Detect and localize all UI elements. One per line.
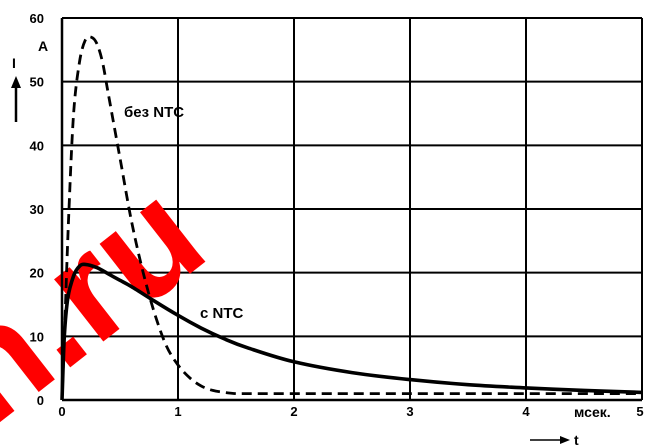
y-tick-label: 10 xyxy=(30,329,44,344)
y-axis-arrow-label: I xyxy=(12,55,16,71)
y-axis-arrow-icon xyxy=(11,76,21,122)
x-tick-label: 2 xyxy=(290,404,297,419)
y-axis-label: A xyxy=(38,38,48,54)
y-tick-label: 40 xyxy=(30,138,44,153)
x-axis-arrow-icon xyxy=(530,436,570,444)
series-label-s-ntc: с NTC xyxy=(200,305,244,322)
x-axis-arrow-label: t xyxy=(574,432,579,448)
x-tick-label: 1 xyxy=(174,404,181,419)
x-tick-label: 3 xyxy=(406,404,413,419)
y-tick-label: 50 xyxy=(30,75,44,90)
x-axis-label: мсек. xyxy=(574,404,611,420)
y-tick-label: 60 xyxy=(30,11,44,26)
watermark-text: n.ru xyxy=(0,148,233,448)
series-line-bez-ntc xyxy=(60,35,642,401)
x-tick-label: 4 xyxy=(522,404,530,419)
tick-labels: 0 10 20 30 40 50 60 0 1 2 3 4 5 xyxy=(30,11,644,419)
series-layer xyxy=(60,18,643,402)
grid xyxy=(61,17,643,401)
y-tick-label: 30 xyxy=(30,202,44,217)
watermark: n.ru xyxy=(0,148,233,448)
y-tick-label: 20 xyxy=(30,266,44,281)
x-tick-label: 0 xyxy=(58,404,65,419)
y-tick-label: 0 xyxy=(37,393,44,408)
series-label-bez-ntc: без NTC xyxy=(124,104,184,121)
series-line-s-ntc xyxy=(60,262,643,401)
x-tick-label: 5 xyxy=(636,404,643,419)
